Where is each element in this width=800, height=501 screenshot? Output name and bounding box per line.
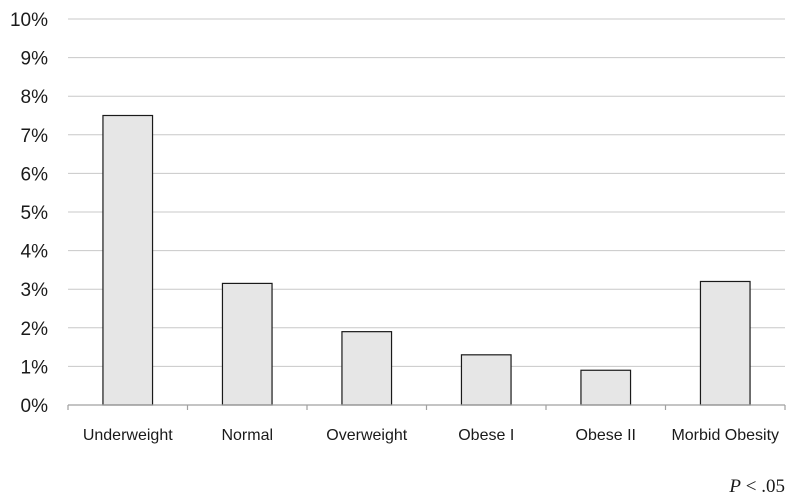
y-tick-label: 9% [21,49,49,70]
x-tick-label: Obese II [576,427,636,444]
y-axis-tick-labels: 0% 1% 2% 3% 4% 5% 6% 7% 8% 9% 10% [10,10,48,417]
y-tick-label: 3% [21,280,49,301]
y-tick-label: 1% [21,357,49,378]
y-tick-label: 2% [21,319,49,340]
x-tick-label: Normal [221,427,273,444]
y-tick-label: 8% [21,87,49,108]
x-tick-label: Morbid Obesity [671,427,779,444]
y-tick-label: 7% [21,126,49,147]
bar [580,369,632,406]
y-tick-label: 10% [10,10,48,31]
significance-annotation: P < .05 [728,476,785,497]
p-symbol: P [728,476,741,497]
y-tick-label: 5% [21,203,49,224]
bars [102,114,751,406]
x-axis-tick-labels: Underweight Normal Overweight Obese I Obese … [83,427,779,444]
y-tick-label: 4% [21,242,49,263]
bar [341,331,393,406]
bar [221,282,273,406]
x-axis [67,404,786,410]
y-tick-label: 6% [21,164,49,185]
x-tick-label: Overweight [326,427,407,444]
gridlines [68,18,785,367]
bar [102,114,154,406]
bar [460,354,512,406]
x-tick-label: Obese I [458,427,514,444]
y-tick-label: 0% [21,396,49,417]
bar [699,280,751,406]
x-tick-label: Underweight [83,427,173,444]
p-threshold: < .05 [741,476,785,497]
